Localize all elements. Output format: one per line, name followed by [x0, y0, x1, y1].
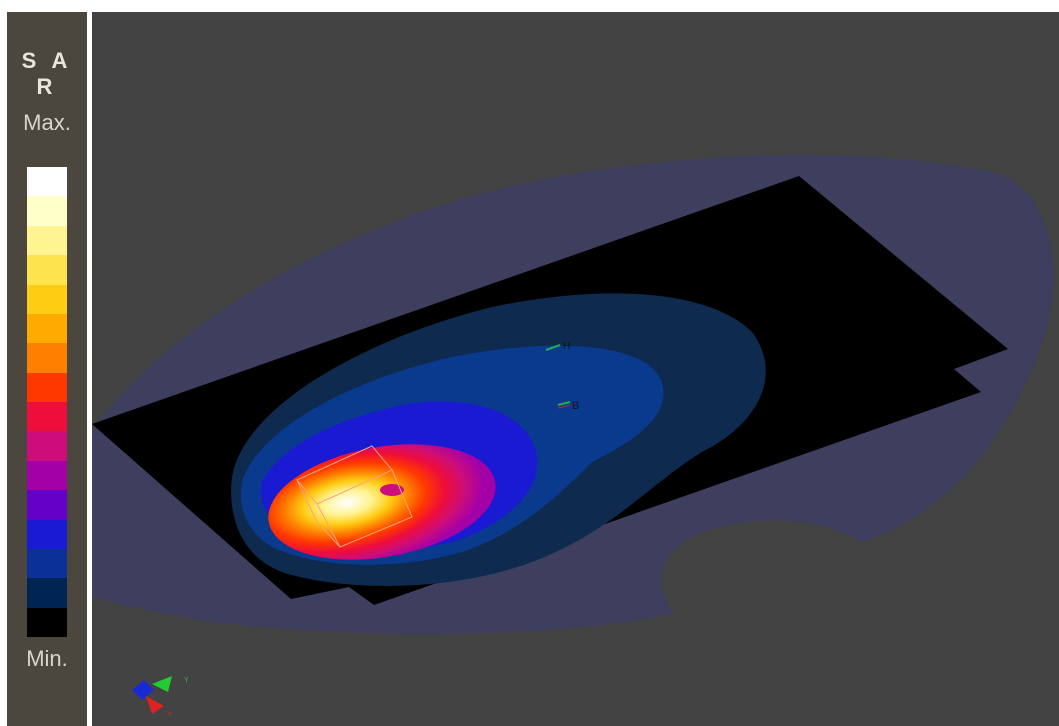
axis-triad[interactable]: Y x — [132, 676, 189, 718]
sar-field-render: H B Y x — [92, 155, 1054, 718]
ground-cutout — [661, 520, 896, 662]
color-scale-swatch — [27, 313, 67, 344]
color-scale-swatch — [27, 431, 67, 461]
color-scale-swatch — [27, 460, 67, 491]
3d-viewport[interactable]: H B Y x — [92, 12, 1059, 726]
x-axis-label: x — [168, 711, 172, 718]
color-scale-swatch — [27, 490, 67, 520]
color-scale-swatch — [27, 402, 67, 432]
color-scale-swatch — [27, 578, 67, 608]
legend-title: S A R — [21, 48, 73, 99]
color-scale-swatch — [27, 284, 67, 314]
color-scale-swatch — [27, 372, 67, 402]
probe-h-label: H — [563, 341, 570, 352]
color-scale-swatch — [27, 196, 67, 226]
y-axis-label: Y — [184, 677, 189, 684]
color-scale-swatch — [27, 519, 67, 549]
x-axis-arrow — [146, 696, 164, 714]
legend-min-label: Min. — [26, 646, 68, 671]
color-scale-swatch — [27, 225, 67, 256]
legend-max-label: Max. — [23, 110, 71, 135]
color-scale-swatch — [27, 255, 67, 285]
color-scale-swatch — [27, 607, 67, 637]
color-scale-swatch — [27, 167, 67, 197]
probe-b-label: B — [572, 400, 579, 412]
color-scale-swatch — [27, 548, 67, 579]
probe-marker-h: H — [545, 341, 570, 352]
hotspot-notch — [380, 484, 404, 496]
sar-legend-panel: S A R Max. Min. — [7, 12, 87, 726]
probe-box — [296, 445, 413, 548]
color-scale-bar — [27, 167, 67, 637]
probe-marker-b: B — [557, 400, 579, 412]
z-axis-arrow — [132, 680, 154, 700]
color-scale-swatch — [27, 343, 67, 373]
y-axis-arrow — [152, 676, 172, 692]
